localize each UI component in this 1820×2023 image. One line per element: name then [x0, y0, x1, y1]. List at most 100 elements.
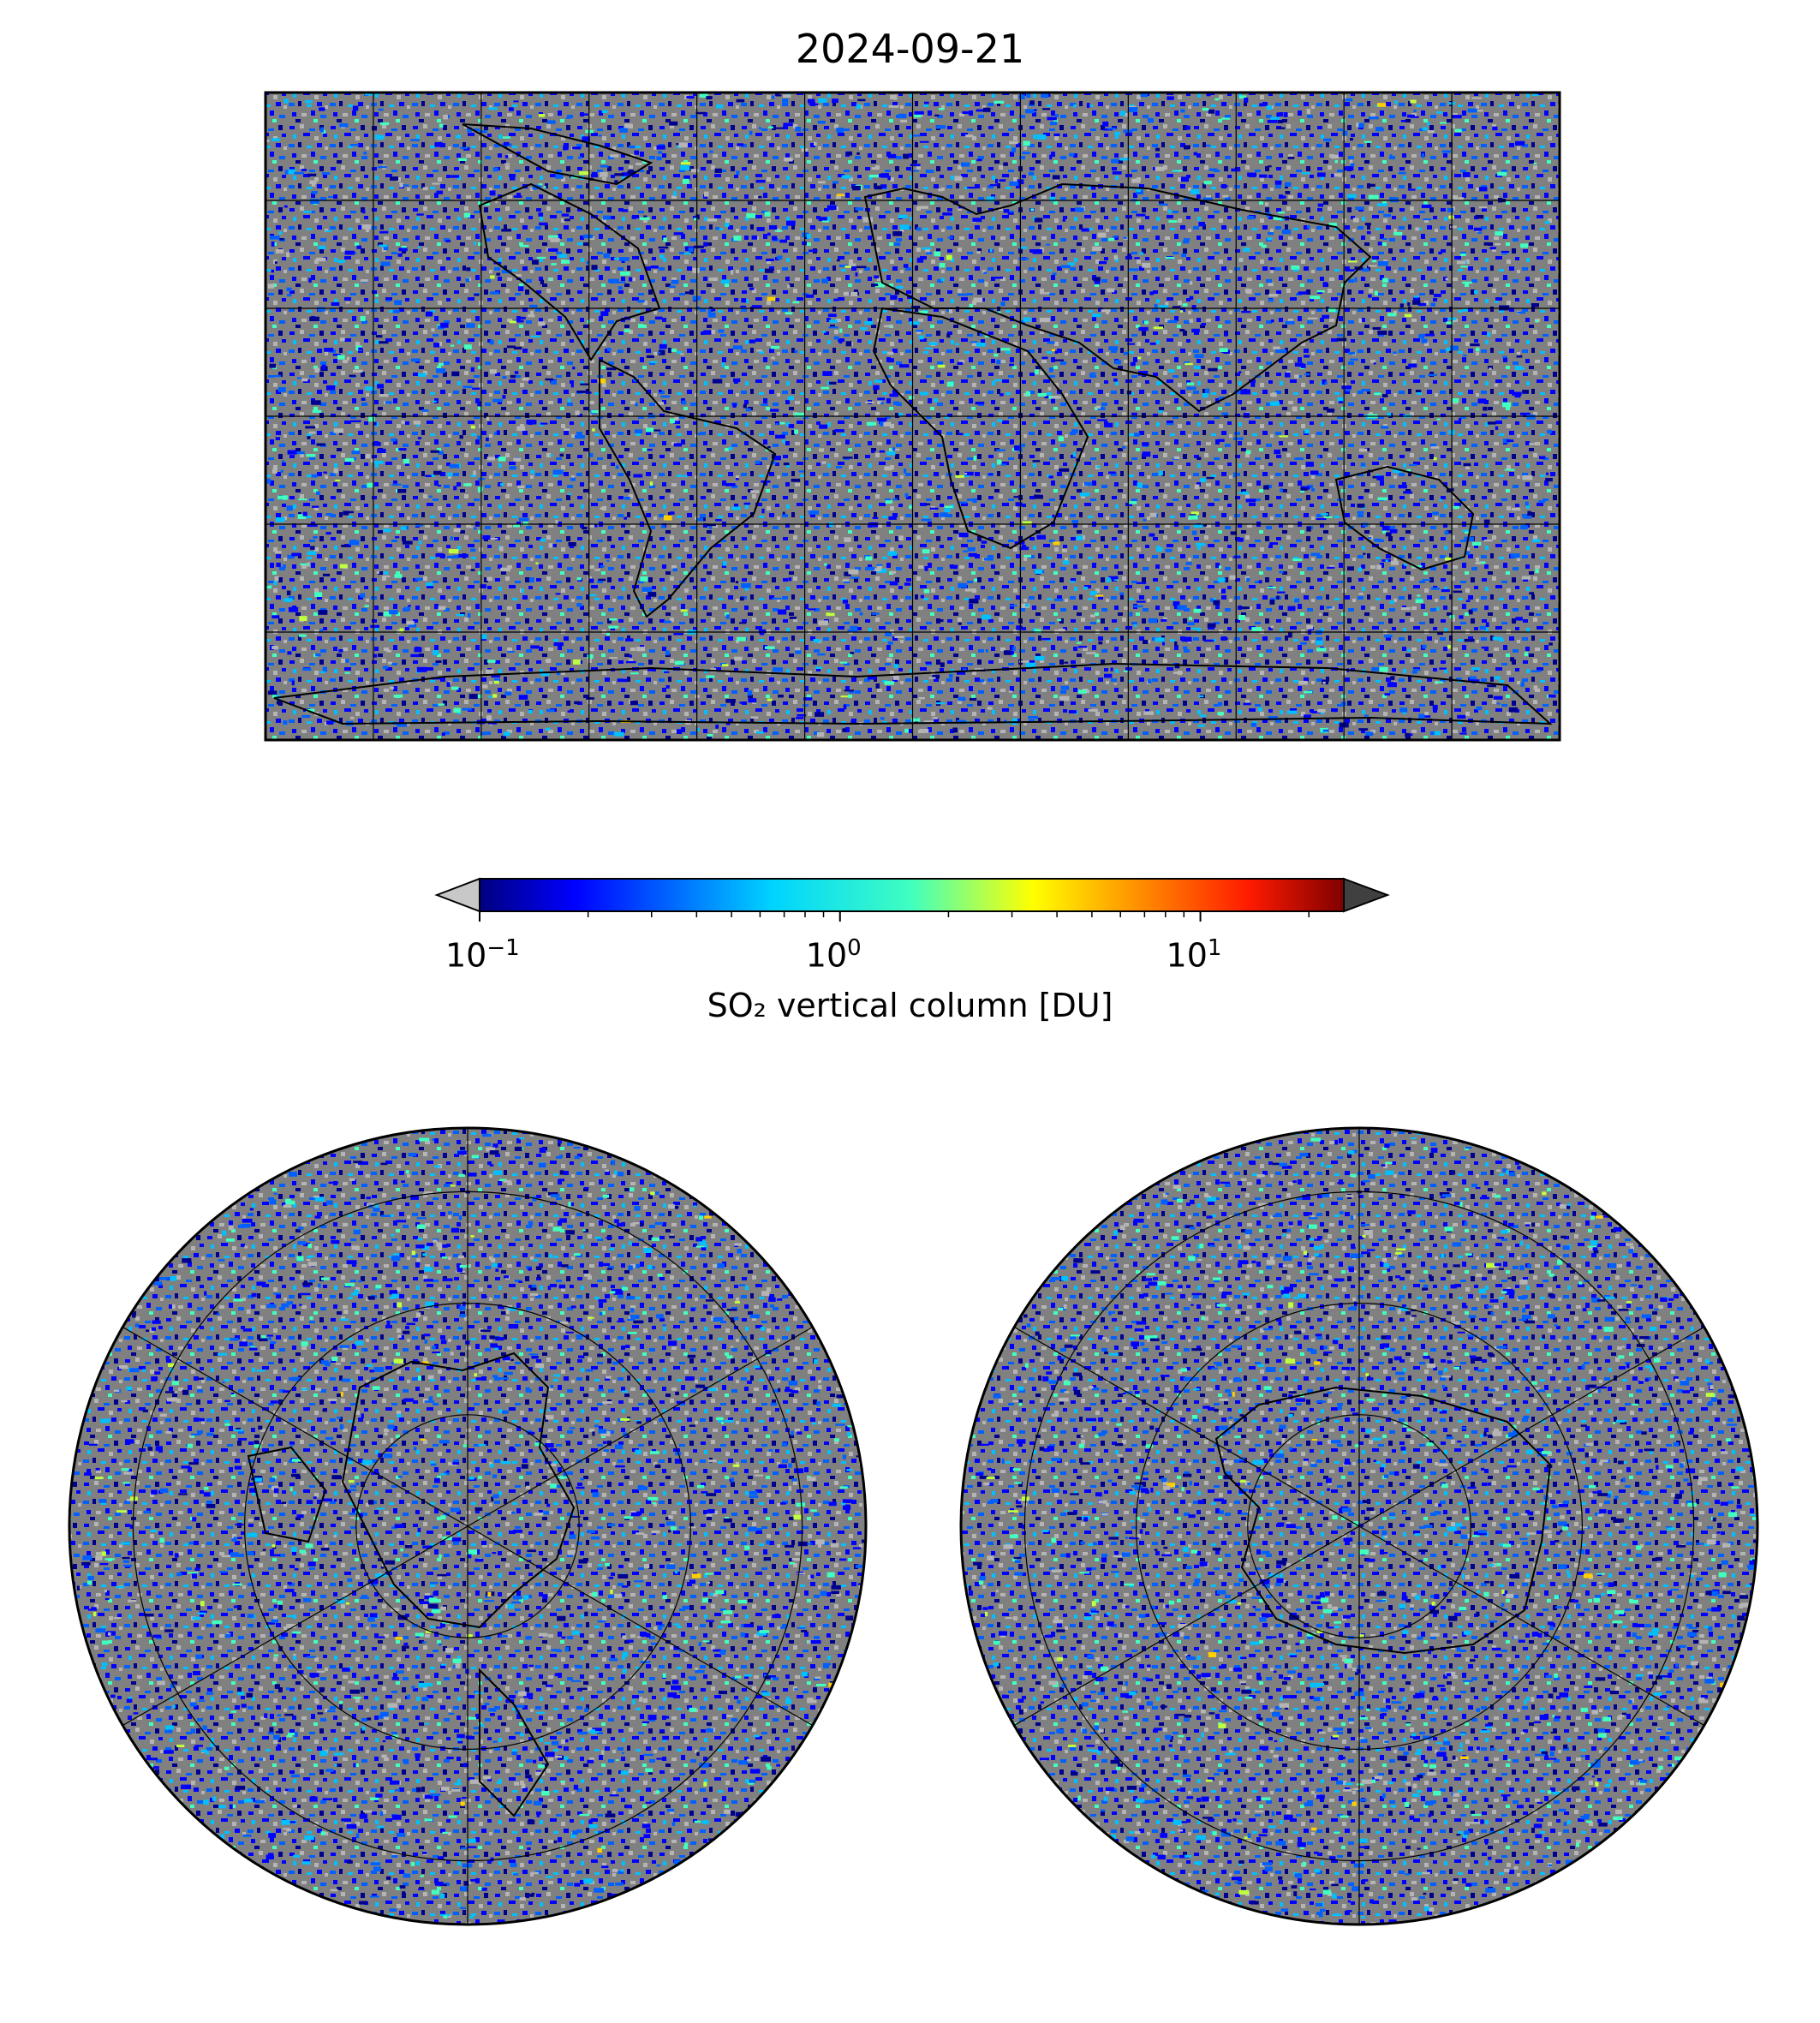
data-pixel [620, 1770, 629, 1775]
data-pixel [1095, 1492, 1102, 1497]
data-pixel [1554, 1595, 1559, 1600]
data-pixel [1184, 1854, 1192, 1858]
data-pixel [448, 1815, 457, 1818]
data-pixel [672, 568, 677, 572]
data-pixel [1256, 1676, 1262, 1680]
data-pixel [1720, 1501, 1728, 1507]
data-pixel [1509, 1172, 1516, 1177]
data-pixel [1269, 1453, 1274, 1458]
data-pixel [206, 1504, 216, 1508]
data-pixel [909, 321, 920, 325]
data-pixel [1261, 244, 1267, 248]
data-pixel [1366, 1398, 1375, 1402]
data-pixel [280, 469, 283, 473]
data-pixel [378, 1453, 383, 1458]
data-pixel [942, 212, 952, 216]
data-pixel [309, 180, 317, 184]
data-pixel [1294, 457, 1304, 460]
data-pixel [564, 218, 570, 222]
data-pixel [1250, 722, 1256, 727]
data-pixel [1410, 99, 1417, 104]
data-pixel [692, 267, 700, 273]
data-pixel [542, 1511, 550, 1515]
data-pixel [1441, 1254, 1445, 1258]
data-pixel [350, 1292, 358, 1296]
data-pixel [321, 172, 331, 175]
data-pixel [1080, 1435, 1083, 1438]
data-pixel [736, 478, 739, 480]
data-pixel [1154, 1728, 1162, 1731]
data-pixel [584, 1274, 591, 1277]
data-pixel [1602, 1213, 1607, 1215]
data-pixel [794, 412, 805, 418]
data-pixel [776, 255, 783, 260]
data-pixel [418, 1889, 425, 1891]
data-pixel [597, 1388, 604, 1392]
data-pixel [636, 1263, 640, 1268]
data-pixel [463, 483, 472, 486]
data-pixel [370, 1797, 379, 1800]
data-pixel [662, 1324, 666, 1327]
data-pixel [1481, 646, 1489, 649]
data-pixel [588, 1316, 594, 1319]
data-pixel [1630, 1760, 1640, 1765]
data-pixel [1225, 1535, 1228, 1538]
data-pixel [734, 1243, 742, 1246]
data-pixel [670, 511, 675, 515]
data-pixel [946, 381, 954, 387]
data-pixel [560, 1781, 565, 1783]
data-pixel [461, 1797, 467, 1799]
data-pixel [530, 335, 540, 338]
data-pixel [1618, 1460, 1624, 1465]
data-pixel [1462, 529, 1471, 532]
data-pixel [287, 554, 292, 559]
data-pixel [1369, 183, 1375, 187]
data-pixel [1537, 1632, 1543, 1638]
data-pixel [368, 1500, 374, 1505]
data-pixel [572, 367, 576, 370]
data-pixel [1153, 326, 1164, 330]
data-pixel [318, 1283, 321, 1288]
data-pixel [597, 1353, 603, 1358]
data-pixel [606, 632, 611, 636]
data-pixel [1217, 712, 1224, 715]
data-pixel [346, 1823, 357, 1829]
data-pixel [1271, 392, 1277, 397]
data-pixel [1101, 1666, 1108, 1672]
data-pixel [298, 634, 307, 637]
data-pixel [995, 1590, 999, 1593]
data-pixel [443, 114, 448, 120]
data-pixel [1495, 1449, 1501, 1453]
data-pixel [1012, 1399, 1019, 1403]
data-pixel [439, 1643, 442, 1646]
data-pixel [531, 1356, 539, 1359]
data-pixel [778, 1387, 781, 1393]
data-pixel [1578, 1549, 1585, 1555]
data-pixel [1332, 1734, 1339, 1738]
data-pixel [456, 1734, 465, 1739]
data-pixel [1417, 1560, 1423, 1562]
data-pixel [568, 1202, 571, 1208]
data-pixel [387, 1703, 397, 1708]
data-pixel [331, 1239, 340, 1244]
data-pixel [669, 285, 676, 288]
data-pixel [624, 497, 630, 500]
data-pixel [134, 1323, 140, 1328]
data-pixel [1214, 1498, 1224, 1502]
data-pixel [1437, 1565, 1441, 1570]
data-pixel [1181, 254, 1187, 258]
data-pixel [1352, 1801, 1357, 1806]
data-pixel [561, 213, 570, 217]
data-pixel [1484, 1581, 1490, 1584]
data-pixel [809, 103, 819, 105]
data-pixel [490, 291, 499, 295]
data-pixel [1563, 1744, 1568, 1749]
data-pixel [1178, 1829, 1183, 1832]
data-pixel [537, 1764, 545, 1769]
data-pixel [1429, 1609, 1439, 1614]
data-pixel [302, 1282, 313, 1286]
data-pixel [958, 293, 968, 296]
data-pixel [976, 1472, 983, 1476]
data-pixel [1085, 652, 1096, 654]
